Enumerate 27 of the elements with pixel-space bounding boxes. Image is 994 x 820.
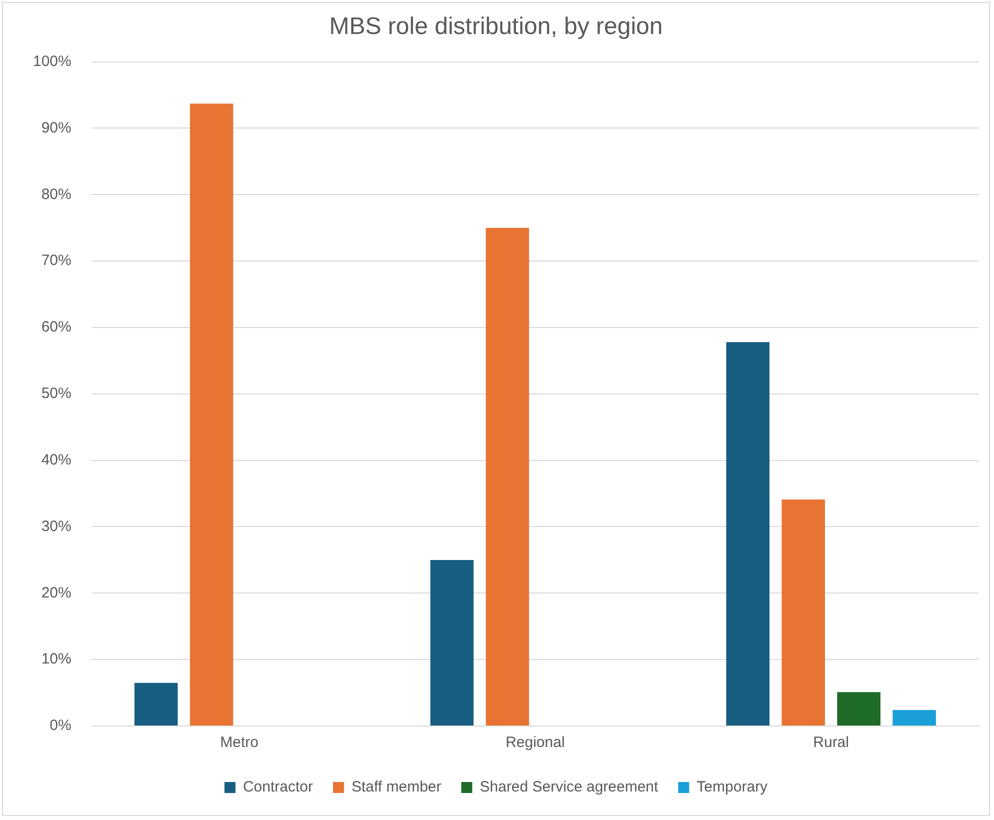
y-tick-label: 70%: [41, 252, 72, 270]
chart-title: MBS role distribution, by region: [329, 13, 663, 40]
y-tick-label: 30%: [41, 518, 72, 535]
y-tick-label: 10%: [41, 650, 72, 668]
bar: [486, 228, 530, 726]
legend-label: Temporary: [696, 778, 768, 796]
bar: [726, 342, 770, 726]
legend-label: Shared Service agreement: [480, 778, 660, 796]
legend-label: Contractor: [242, 778, 313, 796]
y-tick-label: 90%: [41, 119, 72, 136]
y-tick-label: 100%: [32, 52, 72, 70]
bar: [837, 692, 880, 726]
x-tick-label: Metro: [220, 734, 258, 752]
y-tick-label: 20%: [41, 584, 72, 602]
y-tick-label: 0%: [50, 717, 72, 734]
y-tick-label: 80%: [41, 186, 72, 203]
x-tick-label: Rural: [813, 734, 849, 752]
bar: [892, 710, 936, 726]
bar: [782, 500, 825, 726]
legend-label: Staff member: [351, 778, 442, 796]
bar: [134, 682, 178, 726]
bar: [430, 560, 474, 726]
bar: [190, 104, 234, 726]
y-tick-label: 40%: [41, 451, 72, 468]
x-tick-label: Regional: [506, 734, 565, 752]
y-tick-label: 60%: [41, 318, 72, 336]
y-tick-label: 50%: [41, 385, 72, 402]
